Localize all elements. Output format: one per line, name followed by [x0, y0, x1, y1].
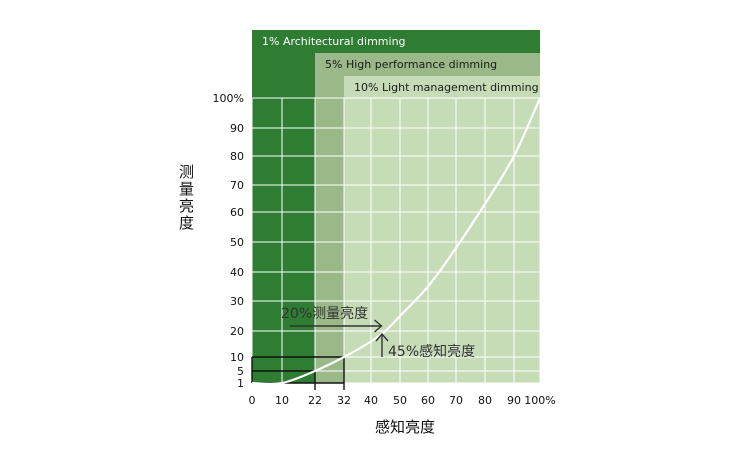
- anno-label-perceived: 45%感知亮度: [388, 343, 475, 360]
- y-tick-label-0: 1: [237, 377, 244, 390]
- anno-arrowhead-up: [375, 332, 389, 342]
- x-tick-label-0: 0: [249, 394, 256, 407]
- y-tick-label-6: 50: [230, 236, 244, 249]
- x-tick-label-7: 70: [449, 394, 463, 407]
- anno-label-measured: 20%测量亮度: [281, 305, 368, 322]
- y-tick-label-9: 80: [230, 150, 244, 163]
- y-tick-label-5: 40: [230, 266, 244, 279]
- x-tick-labels: 0 10 22 32 40 50 60 70 80 90 100%: [249, 394, 556, 407]
- x-tick-label-5: 50: [393, 394, 407, 407]
- y-tick-label-11: 100%: [213, 92, 244, 105]
- x-tick-label-3: 32: [337, 394, 351, 407]
- series: [251, 97, 542, 385]
- x-tick-label-8: 80: [478, 394, 492, 407]
- band-label-1: 1% Architectural dimming: [262, 35, 406, 48]
- x-tick-label-1: 10: [275, 394, 289, 407]
- x-tick-label-9: 90: [507, 394, 521, 407]
- band-label-3: 10% Light management dimming: [354, 81, 539, 94]
- x-tick-label-4: 40: [364, 394, 378, 407]
- anno-arrowhead-right: [374, 319, 383, 333]
- annotations: 20%测量亮度 45%感知亮度: [281, 305, 475, 360]
- y-tick-label-7: 60: [230, 206, 244, 219]
- y-tick-label-3: 20: [230, 325, 244, 338]
- grid-lines: [251, 97, 541, 384]
- band-3: [344, 76, 540, 383]
- y-tick-label-4: 30: [230, 295, 244, 308]
- x-tick-label-10: 100%: [524, 394, 555, 407]
- dimming-bands: 1% Architectural dimming 5% High performa…: [252, 30, 540, 383]
- x-tick-label-2: 22: [308, 394, 322, 407]
- y-axis-title: 测量亮度: [177, 164, 195, 232]
- y-tick-label-8: 70: [230, 179, 244, 192]
- x-tick-label-6: 60: [421, 394, 435, 407]
- y-tick-label-1: 5: [237, 365, 244, 378]
- x-axis-title: 感知亮度: [375, 418, 435, 436]
- series-line-0: [251, 97, 542, 385]
- y-tick-label-2: 10: [230, 351, 244, 364]
- y-tick-label-10: 90: [230, 122, 244, 135]
- band-label-2: 5% High performance dimming: [325, 58, 497, 71]
